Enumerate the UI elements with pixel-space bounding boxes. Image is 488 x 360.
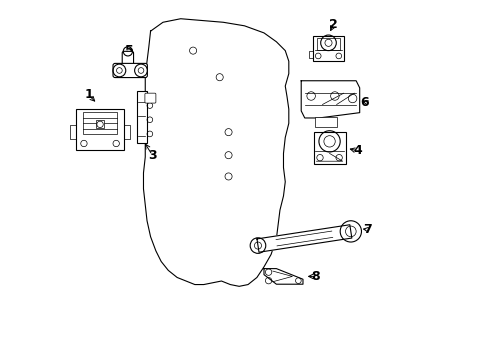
Text: 5: 5	[124, 44, 133, 57]
Text: 2: 2	[329, 18, 338, 31]
Polygon shape	[264, 269, 303, 284]
Bar	[83, 112, 117, 134]
Text: 3: 3	[148, 149, 156, 162]
Bar	[96, 121, 104, 128]
FancyBboxPatch shape	[144, 93, 156, 103]
Bar	[137, 91, 146, 143]
Bar	[317, 37, 339, 50]
Text: 4: 4	[353, 144, 362, 157]
Text: 1: 1	[84, 89, 93, 102]
Bar	[312, 36, 344, 61]
Bar	[76, 109, 124, 150]
Bar	[315, 117, 336, 127]
Polygon shape	[256, 225, 351, 252]
Polygon shape	[143, 19, 288, 286]
Text: 8: 8	[310, 270, 319, 283]
Bar	[313, 132, 345, 164]
Polygon shape	[301, 81, 359, 118]
Text: 6: 6	[360, 95, 368, 108]
FancyBboxPatch shape	[113, 63, 147, 77]
Text: 7: 7	[363, 223, 371, 236]
FancyBboxPatch shape	[122, 51, 133, 68]
